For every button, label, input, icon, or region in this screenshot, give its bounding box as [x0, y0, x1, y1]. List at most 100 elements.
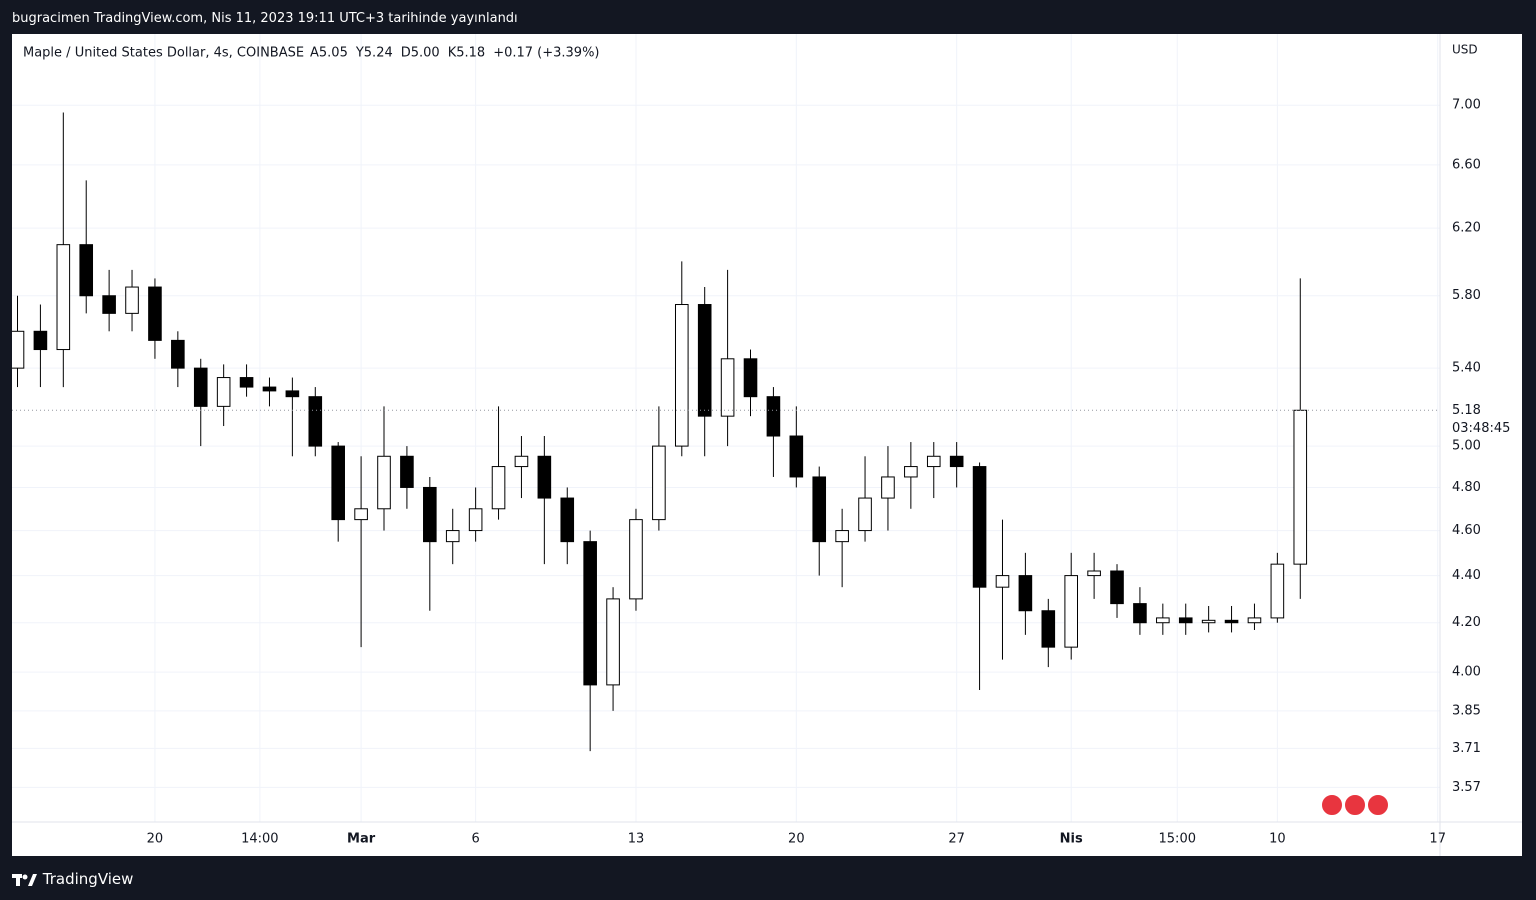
candles [12, 112, 1308, 752]
candle-body [1293, 409, 1308, 565]
candle-body [697, 304, 712, 417]
x-tick-label: 20 [788, 832, 805, 847]
header: bugracimen TradingView.com, Nis 11, 2023… [12, 8, 518, 30]
y-tick-label: 4.60 [1452, 523, 1481, 538]
candle-body [79, 244, 94, 297]
y-tick-label: 4.20 [1452, 615, 1481, 630]
candle-body [193, 367, 208, 407]
candle-body [743, 358, 758, 398]
footer: TradingView [12, 866, 133, 892]
candle-body [949, 455, 964, 468]
candle-body [423, 486, 437, 543]
y-tick-label: 5.00 [1452, 439, 1481, 454]
y-tick-label: 5.40 [1452, 361, 1481, 376]
candle-body [468, 508, 483, 532]
x-tick-label: Nis [1060, 832, 1083, 847]
x-tick-label: 14:00 [241, 832, 278, 847]
candle-body [652, 445, 666, 521]
candle-body [560, 497, 575, 543]
candle-body [881, 476, 895, 499]
candle-body [56, 244, 71, 351]
candle-body [629, 519, 643, 600]
candle-body [926, 455, 941, 468]
candle-body [812, 476, 827, 543]
candle-body [377, 455, 391, 510]
candle-body [1041, 610, 1056, 648]
y-tick-label: 6.60 [1452, 157, 1481, 172]
grid [12, 34, 1440, 822]
candle-body [1018, 575, 1033, 612]
candle-body [1110, 570, 1124, 605]
candle-body [239, 377, 254, 388]
candle-body [1224, 619, 1239, 624]
candle-body [720, 358, 735, 417]
candle-body [537, 455, 552, 499]
legend-value: K5.18 [448, 46, 485, 61]
candle-body [904, 466, 918, 478]
legend-value: Y5.24 [355, 46, 393, 61]
candle-body [1156, 617, 1170, 624]
candle-body [171, 339, 185, 369]
legend-value: +0.17 (+3.39%) [493, 46, 599, 61]
publish-info: bugracimen TradingView.com, Nis 11, 2023… [12, 11, 518, 26]
y-tick-label: 6.20 [1452, 221, 1481, 236]
y-tick-label: 4.40 [1452, 568, 1481, 583]
x-tick-label: 15:00 [1159, 832, 1196, 847]
candle-body [583, 541, 597, 686]
y-tick-label: 3.71 [1452, 741, 1481, 756]
legend-value: D5.00 [401, 46, 440, 61]
candle-body [766, 396, 781, 437]
candle-body [789, 435, 804, 478]
x-tick-label: 17 [1429, 832, 1446, 847]
candle-body [331, 445, 345, 521]
y-tick-label: 5.80 [1452, 288, 1481, 303]
last-price-label: 5.18 [1452, 403, 1481, 418]
event-icon [1320, 793, 1344, 817]
candle-body [285, 390, 300, 398]
candle-body [148, 286, 162, 341]
event-icon [1366, 793, 1390, 817]
candle-body [445, 530, 460, 543]
x-tick-label: 20 [147, 832, 164, 847]
countdown: 03:48:45 [1452, 421, 1510, 436]
chart: Maple / United States Dollar, 4s, COINBA… [12, 34, 1522, 856]
event-icons [1320, 793, 1390, 817]
candle-body [972, 466, 987, 588]
brand-name: TradingView [42, 870, 134, 888]
x-tick-label: 27 [948, 832, 965, 847]
x-tick-label: 10 [1269, 832, 1286, 847]
candle-body [835, 530, 849, 543]
candle-body [1087, 570, 1101, 577]
candle-body [125, 286, 139, 314]
candle-body [102, 295, 116, 314]
candle-body [1133, 603, 1147, 624]
candle-body [308, 396, 323, 447]
candle-body [1247, 617, 1262, 624]
candle-body [354, 508, 368, 521]
x-tick-label: 6 [471, 832, 479, 847]
brand-logo [12, 873, 37, 886]
candle-body [1270, 563, 1285, 619]
candle-body [216, 377, 231, 407]
candle-body [262, 386, 277, 392]
candle-body [674, 304, 689, 447]
legend-value: A5.05 [310, 46, 348, 61]
candle-body [1064, 575, 1079, 648]
currency-label: USD [1452, 43, 1478, 57]
y-tick-label: 7.00 [1452, 98, 1481, 113]
y-tick-label: 3.85 [1452, 703, 1481, 718]
y-tick-label: 4.00 [1452, 665, 1481, 680]
candle-body [514, 455, 529, 468]
event-icon [1343, 793, 1367, 817]
candle-body [858, 497, 872, 532]
candle-body [491, 466, 506, 510]
candle-body [12, 330, 25, 369]
candle-body [400, 455, 414, 488]
candle-body [995, 575, 1010, 588]
y-tick-label: 3.57 [1452, 780, 1481, 795]
candle-body [1201, 619, 1216, 624]
chart-title: Maple / United States Dollar, 4s, COINBA… [23, 46, 304, 61]
y-tick-label: 4.80 [1452, 480, 1481, 495]
x-tick-label: 13 [628, 832, 645, 847]
